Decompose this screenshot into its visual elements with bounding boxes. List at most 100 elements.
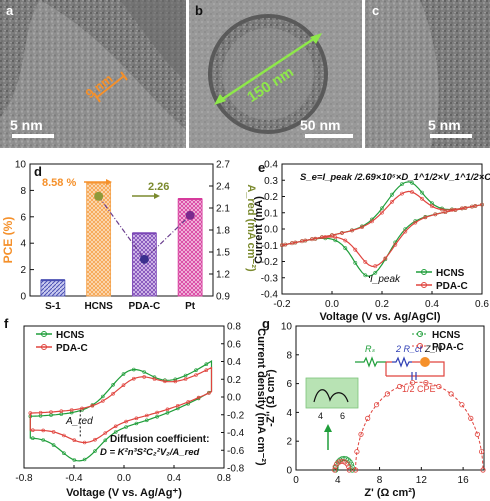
scale-label-b: 50 nm: [300, 117, 340, 133]
x-tick-label-d: S-1: [45, 301, 61, 312]
nyquist-point-PDA-C: [373, 402, 380, 408]
xlabel-e: Voltage (V vs. Ag/AgCl): [319, 311, 440, 323]
y2-tick-label-d: 1.8: [216, 226, 230, 237]
x-tick-label-d: PDA-C: [129, 301, 161, 312]
cv-marker-PDA-C: [373, 264, 378, 269]
scale-bar-c: [430, 134, 472, 138]
tem-panel-a: a 9 nm 5 nm: [0, 0, 186, 148]
note-formula-f: D = K²n³S²C₂²V₂/A_red: [100, 447, 200, 458]
legend-f-hcns: HCNS: [56, 330, 85, 341]
nyquist-point-PDA-C: [474, 431, 480, 437]
y-tick-label-d: 4: [20, 239, 26, 250]
cv-marker-f-HCNS: [194, 368, 198, 373]
nyquist-point-PDA-C: [358, 431, 364, 437]
cv-marker-f-PDA-C: [142, 375, 146, 379]
ylabel-e: Current (mA): [253, 196, 265, 264]
y-tick-label-f: -0.2: [227, 410, 245, 421]
cv-marker-PDA-C: [340, 231, 344, 235]
cv-marker-f-PDA-C: [186, 400, 190, 404]
cv-marker-f-HCNS: [142, 370, 146, 374]
nyquist-point-HCNS: [349, 464, 355, 470]
y-tick-label-f: 0.8: [227, 322, 241, 333]
x-tick-label-d: Pt: [185, 301, 196, 312]
y2-tick-label-d: 2.1: [216, 204, 230, 215]
y-axis-left-d: 0 2 4 6 8 10: [15, 160, 34, 303]
cv-marker-f-PDA-C: [49, 410, 53, 414]
y2-tick-label-d: 1.2: [216, 270, 230, 281]
x-tick-label-f: 0.0: [117, 473, 131, 484]
cv-marker-f-HCNS: [93, 449, 97, 453]
nyquist-point-PDA-C: [448, 391, 454, 397]
legend-f-pdac: PDA-C: [56, 343, 88, 354]
cv-marker-f-HCNS: [30, 436, 35, 441]
cv-marker-f-HCNS: [134, 421, 139, 426]
cv-marker-PDA-C: [403, 229, 408, 234]
nyquist-point-PDA-C: [336, 459, 342, 465]
cv-curves-e: [280, 180, 484, 278]
panel-letter-b: b: [195, 3, 203, 18]
cv-marker-f-HCNS: [101, 394, 105, 399]
y-tick-label-f: 0.0: [227, 393, 241, 404]
cv-marker-f-HCNS: [82, 457, 87, 462]
y-tick-label-d: 8: [20, 186, 26, 197]
cv-line-PDA-C: [281, 190, 483, 268]
nyquist-point-PDA-C: [459, 402, 465, 408]
cv-marker-f-PDA-C: [82, 440, 87, 445]
cv-marker-PDA-C: [390, 199, 394, 204]
y-tick-label-e: -0.2: [261, 257, 279, 268]
nyquist-point-PDA-C: [396, 383, 403, 390]
cv-marker-PDA-C: [293, 240, 298, 245]
nyquist-point-PDA-C: [346, 467, 352, 473]
cv-marker-f-PDA-C: [152, 377, 157, 381]
cv-marker-f-PDA-C: [93, 437, 97, 442]
cv-curves-f: [28, 360, 213, 462]
circuit-zn: Z_N: [424, 344, 443, 354]
cv-marker-f-HCNS: [121, 372, 126, 376]
panel-letter-a: a: [6, 3, 14, 18]
annotation-pce: 8.58 %: [42, 177, 76, 189]
y-tick-label-f: -0.6: [227, 446, 245, 457]
x-tick-label-e: 0.0: [325, 299, 339, 310]
x-tick-label-g: 0: [293, 475, 299, 486]
nyquist-point-PDA-C: [478, 449, 485, 455]
y-tick-label-e: -0.4: [261, 290, 279, 301]
cv-marker-PDA-C: [363, 260, 368, 264]
cv-marker-f-PDA-C: [134, 416, 139, 421]
cv-marker-PDA-C: [360, 225, 364, 230]
chart-panel-e: e S_e=I_peak /2.69×10⁵×D_1^1/2×V_1^1/2×C…: [253, 160, 490, 324]
cv-marker-f-PDA-C: [194, 373, 198, 377]
cv-marker-PDA-C: [410, 190, 414, 194]
nyquist-point-HCNS: [349, 467, 355, 473]
nyquist-point-PDA-C: [480, 467, 486, 473]
y-tick-label-f: -0.8: [227, 464, 245, 475]
cv-marker-f-PDA-C: [163, 379, 167, 384]
cv-marker-PDA-C: [330, 233, 334, 238]
y-tick-label-f: 0.4: [227, 357, 241, 368]
cv-marker-f-PDA-C: [124, 419, 128, 424]
ared-point: [94, 191, 104, 201]
x-axis-g: 0 4 8 12 16: [293, 467, 469, 486]
bar-PDA-C: [131, 232, 157, 297]
nyquist-point-PDA-C: [436, 383, 442, 390]
tem-panel-b: b 150 nm 50 nm: [189, 0, 362, 148]
cv-marker-f-PDA-C: [103, 431, 108, 435]
x-tick-label-f: -0.8: [15, 473, 33, 484]
y-tick-label-e: 0.0: [264, 225, 278, 236]
cv-marker-f-HCNS: [124, 425, 128, 429]
y2-tick-label-d: 2.4: [216, 182, 230, 193]
cv-marker-f-HCNS: [62, 451, 66, 456]
legend-g-pdac: PDA-C: [432, 342, 464, 353]
cv-marker-f-PDA-C: [80, 406, 84, 411]
y-tick-label-d: 6: [20, 212, 26, 223]
scale-label-c: 5 nm: [428, 117, 461, 133]
cv-marker-PDA-C: [393, 242, 398, 247]
cv-marker-f-HCNS: [204, 362, 209, 367]
y-tick-label-d: 2: [20, 265, 26, 276]
x-axis-d: S-1 HCNS PDA-C Pt: [45, 301, 196, 312]
y-axis-right-d: 0.9 1.2 1.5 1.8 2.1 2.4 2.7: [209, 160, 230, 303]
cv-marker-PDA-C: [453, 208, 458, 212]
nyquist-point-PDA-C: [331, 467, 338, 473]
cv-marker-f-HCNS: [51, 443, 56, 447]
y-tick-label-g: 2: [286, 437, 292, 448]
